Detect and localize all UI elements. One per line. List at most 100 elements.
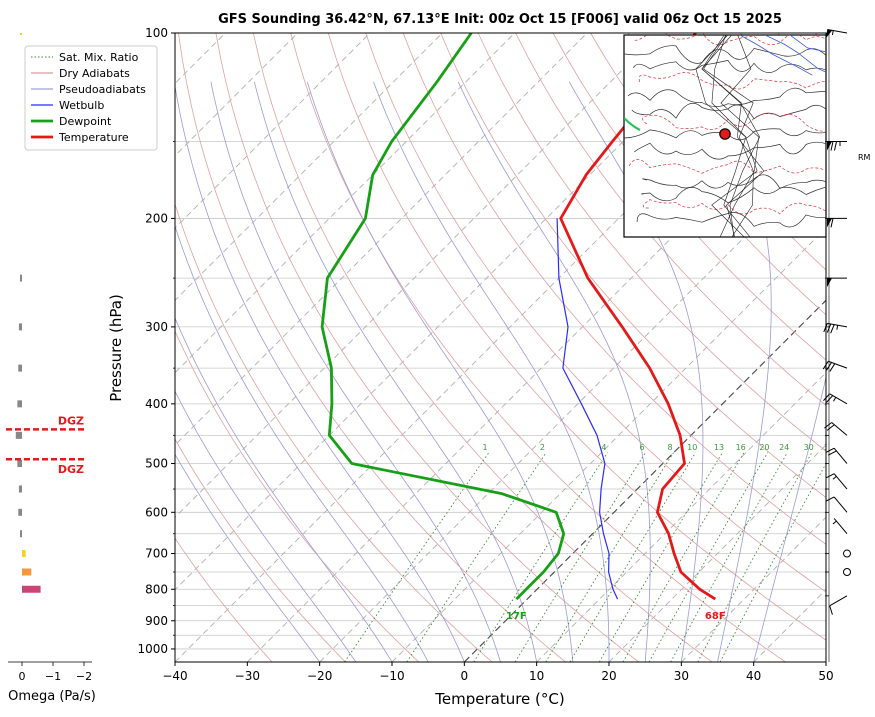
mixing-ratio-line bbox=[406, 452, 547, 662]
legend-label: Dry Adiabats bbox=[59, 67, 130, 80]
mixing-ratio-line bbox=[648, 452, 769, 662]
barb-full bbox=[826, 323, 832, 333]
y-tick-label: 500 bbox=[145, 457, 168, 471]
isotherm-line bbox=[825, 661, 826, 662]
inset-contour bbox=[642, 174, 826, 189]
omega-tick-label: −2 bbox=[76, 670, 92, 683]
sounding-series: 17F 68F bbox=[320, 33, 726, 622]
barb-half bbox=[831, 30, 834, 36]
mixing-ratio-label: 1 bbox=[483, 443, 488, 452]
pseudoadiabat bbox=[373, 81, 610, 662]
omega-bar bbox=[18, 508, 22, 516]
wind-barb bbox=[827, 277, 847, 288]
mixing-ratio-label: 20 bbox=[759, 443, 769, 452]
inset-contour bbox=[641, 186, 826, 204]
legend-label: Pseudoadiabats bbox=[59, 83, 146, 96]
y-tick-label: 700 bbox=[145, 547, 168, 561]
wind-barb bbox=[825, 29, 848, 39]
legend-label: Sat. Mix. Ratio bbox=[59, 51, 139, 64]
wind-barb bbox=[822, 360, 848, 372]
inset-contour bbox=[634, 35, 826, 46]
pseudoadiabat bbox=[175, 84, 465, 662]
barb-full bbox=[830, 324, 835, 334]
dry-adiabat bbox=[552, 33, 826, 361]
barb-full bbox=[829, 605, 833, 615]
x-axis-label: Temperature (°C) bbox=[434, 690, 564, 708]
dewpoint-surface-label: 17F bbox=[506, 611, 527, 622]
barb-flag bbox=[827, 218, 832, 228]
mixing-ratio-line bbox=[545, 452, 674, 662]
wind-barb bbox=[843, 549, 851, 558]
mixing-ratio-line bbox=[514, 452, 646, 662]
barb-full bbox=[825, 496, 835, 502]
barb-full bbox=[830, 141, 834, 151]
mixing-ratio-line bbox=[598, 452, 723, 662]
inset-blue-contour bbox=[739, 35, 813, 76]
y-tick-label: 1000 bbox=[137, 642, 168, 656]
y-tick-label: 100 bbox=[145, 26, 168, 40]
mixing-ratio-label: 16 bbox=[736, 443, 746, 452]
wind-barb bbox=[825, 496, 848, 513]
wind-barb bbox=[829, 595, 848, 615]
pseudoadiabat bbox=[253, 81, 538, 662]
isotherm-line bbox=[463, 299, 826, 662]
omega-tick-label: 0 bbox=[19, 670, 26, 683]
y-tick-label: 800 bbox=[145, 582, 168, 596]
x-tick-label: 30 bbox=[674, 669, 689, 683]
barb-flag bbox=[827, 141, 832, 151]
inset-border bbox=[703, 35, 754, 237]
plot-frame bbox=[174, 32, 827, 663]
mixing-ratio-line bbox=[670, 452, 788, 662]
wind-barb bbox=[832, 518, 848, 535]
dry-adiabat bbox=[290, 33, 786, 662]
omega-dot bbox=[20, 33, 22, 35]
x-tick-label: −20 bbox=[307, 669, 332, 683]
wind-barbs bbox=[822, 29, 851, 662]
legend-box bbox=[24, 45, 158, 151]
mixing-ratio-label: 6 bbox=[639, 443, 644, 452]
y-tick-label: 300 bbox=[145, 320, 168, 334]
omega-bar bbox=[18, 323, 22, 331]
mixing-ratio-line bbox=[697, 452, 813, 662]
dry-adiabat bbox=[175, 537, 273, 662]
barb-full bbox=[829, 363, 836, 372]
chart-title: GFS Sounding 36.42°N, 67.13°E Init: 00z … bbox=[218, 12, 782, 27]
wind-barb bbox=[843, 567, 851, 576]
mixing-ratio-label: 2 bbox=[540, 443, 545, 452]
omega-bar bbox=[18, 485, 22, 493]
omega-bar bbox=[17, 460, 22, 468]
barb-half bbox=[832, 476, 837, 480]
legend-label: Temperature bbox=[58, 131, 129, 144]
mixing-ratio-line bbox=[473, 452, 608, 662]
dry-adiabat bbox=[327, 33, 826, 641]
legend-label: Dewpoint bbox=[59, 115, 112, 128]
barb-full bbox=[826, 362, 832, 371]
omega-bar bbox=[22, 568, 32, 576]
omega-bar bbox=[22, 550, 26, 558]
mixing-ratio-line bbox=[344, 452, 490, 662]
omega-bar bbox=[20, 530, 22, 538]
x-tick-label: 40 bbox=[746, 669, 761, 683]
wind-barb bbox=[824, 422, 848, 436]
inset-location-marker bbox=[719, 128, 731, 140]
x-tick-label: 0 bbox=[461, 669, 469, 683]
wind-barb bbox=[823, 393, 848, 405]
dry-adiabat bbox=[477, 33, 826, 452]
isotherm-line bbox=[175, 33, 660, 518]
barb-full bbox=[823, 393, 831, 401]
barb-staff bbox=[833, 473, 848, 490]
pseudoadiabat bbox=[175, 224, 429, 662]
barb-full bbox=[830, 218, 834, 228]
wind-barb bbox=[823, 322, 848, 334]
dry-adiabat bbox=[175, 438, 346, 662]
temperature-surface-label: 68F bbox=[705, 611, 726, 622]
y-tick-label: 600 bbox=[145, 505, 168, 519]
omega-bar bbox=[18, 364, 22, 372]
barb-staff bbox=[829, 595, 848, 607]
dry-adiabat bbox=[515, 33, 826, 406]
y-tick-label: 400 bbox=[145, 397, 168, 411]
dry-adiabat bbox=[440, 33, 826, 499]
legend: Sat. Mix. Ratio Dry Adiabats Pseudoadiabat… bbox=[24, 45, 158, 151]
mixing-ratio-label: 8 bbox=[667, 443, 672, 452]
